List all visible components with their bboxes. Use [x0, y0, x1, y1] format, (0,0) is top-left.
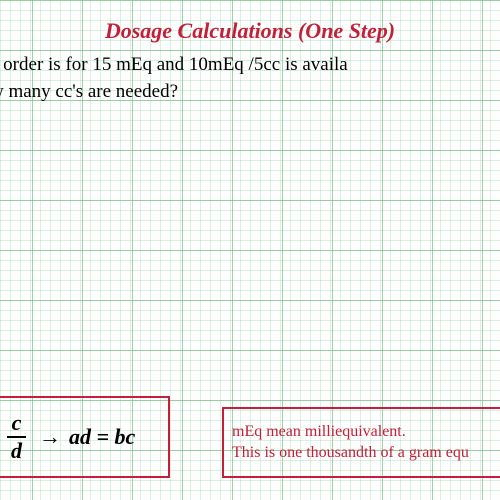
arrow-icon: → [39, 424, 61, 450]
page-title: Dosage Calculations (One Step) [0, 18, 500, 44]
graph-paper-canvas: Dosage Calculations (One Step) e order i… [0, 0, 500, 500]
cross-multiply-formula-box: c d → ad = bc [0, 396, 170, 478]
definition-line-2: This is one thousandth of a gram equ [232, 442, 500, 464]
fraction: c d [6, 412, 27, 462]
meq-definition-box: mEq mean milliequivalent. This is one th… [222, 407, 500, 478]
fraction-numerator: c [7, 412, 27, 438]
formula-rhs: ad = bc [69, 424, 135, 450]
fraction-denominator: d [6, 438, 27, 462]
definition-line-1: mEq mean milliequivalent. [232, 421, 500, 443]
problem-statement: e order is for 15 mEq and 10mEq /5cc is … [0, 52, 500, 105]
problem-line-2: w many cc's are needed? [0, 79, 500, 106]
problem-line-1: e order is for 15 mEq and 10mEq /5cc is … [0, 52, 500, 79]
